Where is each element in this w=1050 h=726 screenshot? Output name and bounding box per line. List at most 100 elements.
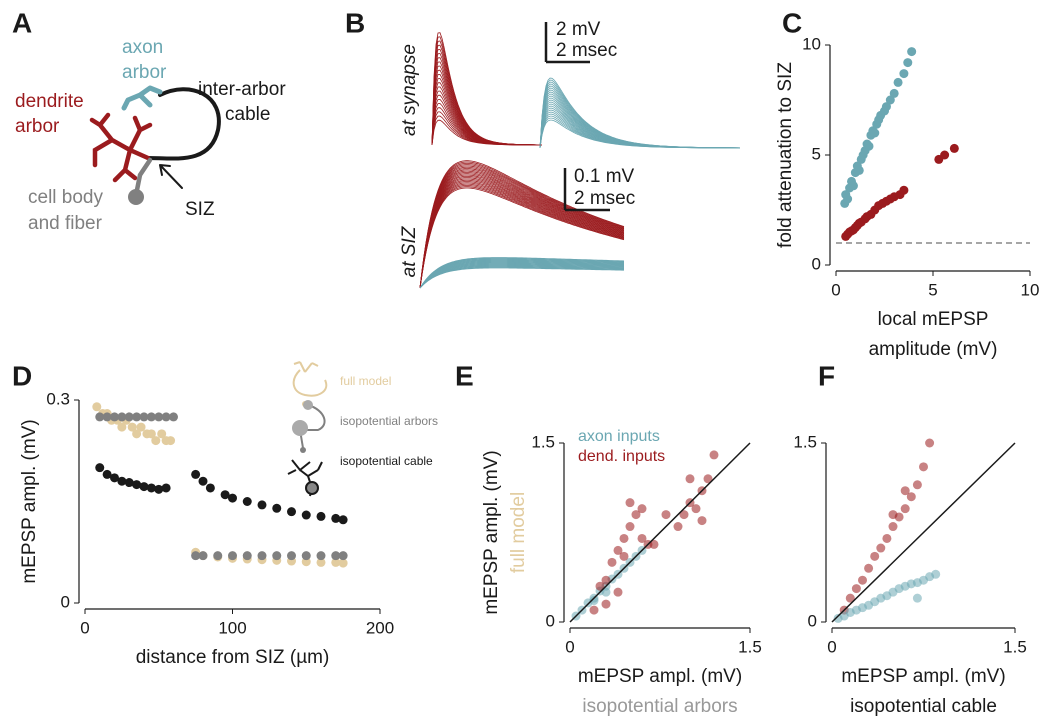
trace (419, 179, 625, 289)
x-axis-label: distance from SIZ (µm) (136, 647, 330, 668)
trace (419, 161, 625, 289)
trace (419, 181, 625, 289)
point (691, 504, 701, 514)
x-tick-label: 0 (831, 280, 840, 299)
legend-icon (292, 361, 328, 397)
trace (419, 186, 625, 289)
diagram-label: and fiber (28, 213, 103, 234)
point (316, 511, 326, 521)
y-tick-label: 0 (808, 611, 817, 630)
point (685, 474, 695, 484)
trace (419, 178, 625, 289)
point (601, 587, 611, 597)
x-tick-label: 1.5 (1003, 637, 1027, 656)
trace (539, 77, 740, 149)
trace (419, 187, 625, 289)
y-axis-label: full model (508, 492, 529, 573)
point (881, 102, 891, 112)
cell-body (128, 189, 144, 205)
point (220, 490, 230, 500)
trace (539, 93, 740, 149)
identity-line (831, 442, 1016, 623)
point (154, 412, 164, 422)
point (900, 504, 910, 514)
point (637, 504, 647, 514)
voltage-traces (419, 32, 741, 289)
panel-letter: B (345, 7, 365, 38)
point (907, 47, 917, 57)
point (607, 557, 617, 567)
y-tick-label: 10 (802, 34, 821, 53)
point (882, 533, 892, 543)
point (191, 551, 201, 561)
point (589, 605, 599, 615)
point (338, 558, 348, 568)
diagram-label: arbor (122, 62, 167, 83)
axon-arbor (121, 85, 163, 111)
point (257, 500, 267, 510)
point (625, 498, 635, 508)
diagram-label: arbor (15, 116, 60, 137)
x-axis-label: isopotential arbors (582, 696, 737, 717)
point (613, 587, 623, 597)
point (331, 557, 341, 567)
point (242, 497, 252, 506)
point (136, 422, 146, 432)
legend-label: isopotential cable (340, 454, 433, 468)
point (885, 95, 895, 105)
legend-icon (292, 420, 308, 436)
point (601, 599, 611, 609)
point (899, 69, 909, 79)
point (338, 515, 348, 525)
point (242, 551, 252, 561)
point (843, 194, 853, 204)
row-label: at SIZ (399, 225, 420, 277)
scale-bar (544, 22, 610, 212)
legend-label: isopotential arbors (340, 414, 438, 428)
point (864, 141, 874, 151)
trace (419, 267, 625, 289)
point (161, 412, 171, 422)
scale-label: 2 msec (574, 188, 635, 209)
point (301, 551, 311, 561)
point (257, 551, 267, 561)
x-tick-label: 0 (565, 637, 574, 656)
point (893, 77, 903, 87)
point (287, 551, 296, 561)
y-tick-label: 1.5 (793, 432, 817, 451)
point (870, 128, 880, 138)
siz-arrow (159, 164, 183, 189)
point (272, 551, 282, 561)
diagram-label: dendrite (15, 91, 84, 112)
trace (431, 32, 542, 146)
trace (419, 263, 624, 289)
point (912, 480, 922, 490)
trace (419, 257, 625, 289)
point (338, 551, 348, 561)
point (697, 516, 707, 526)
trace (419, 164, 625, 289)
trace (419, 166, 625, 289)
identity-line (569, 442, 751, 623)
point (316, 557, 326, 567)
point (864, 563, 874, 573)
trace (419, 264, 624, 289)
point (228, 551, 237, 561)
point (709, 450, 719, 460)
point (889, 88, 899, 98)
legend-label: dend. inputs (578, 448, 665, 465)
point (888, 522, 898, 532)
x-tick-label: 5 (928, 280, 937, 299)
y-axis-label: mEPSP ampl. (mV) (481, 450, 502, 614)
point (132, 429, 142, 439)
diagram-label: cell body (28, 187, 103, 208)
x-tick-label: 100 (218, 618, 246, 637)
y-tick-label: 0 (61, 592, 70, 611)
panel-letter: F (818, 360, 835, 391)
point (132, 412, 142, 422)
x-tick-label: 0 (80, 618, 89, 637)
point (272, 503, 282, 513)
point (132, 480, 142, 490)
y-tick-label: 0 (546, 611, 555, 630)
trace (419, 162, 625, 289)
